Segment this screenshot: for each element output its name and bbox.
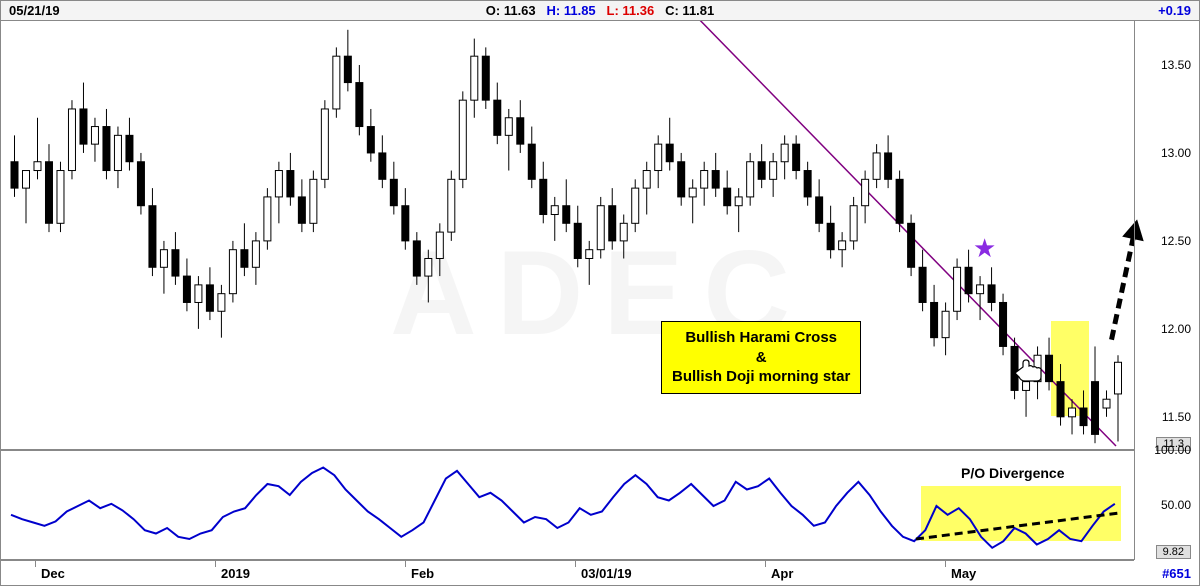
price-tick: 12.00 [1161,322,1191,336]
pattern-annotation: Bullish Harami Cross & Bullish Doji morn… [661,321,861,394]
chart-container: ADEC 05/21/19 O: 11.63 H: 11.85 L: 11.36… [0,0,1200,586]
price-tick: 11.50 [1162,410,1191,424]
ohlc-header: 05/21/19 O: 11.63 H: 11.85 L: 11.36 C: 1… [1,1,1199,21]
price-axis: 13.5013.0012.5012.0011.5011.3 [1134,21,1199,450]
bar-count: #651 [1162,566,1191,581]
price-panel[interactable]: ★ Bullish Harami Cross & Bullish Doji mo… [1,21,1134,450]
po-divergence-label: P/O Divergence [961,465,1065,481]
time-label: Feb [411,566,434,581]
indicator-tick: 100.00 [1154,443,1191,457]
indicator-axis: 100.0050.009.82 [1134,450,1199,560]
time-label: Apr [771,566,793,581]
time-label: Dec [41,566,65,581]
ohlc-values: O: 11.63 H: 11.85 L: 11.36 C: 11.81 [486,3,715,18]
price-tick: 13.50 [1161,58,1191,72]
hand-pointer-icon [1013,357,1047,383]
price-tick: 13.00 [1161,146,1191,160]
indicator-panel[interactable]: P/O Divergence [1,450,1134,560]
time-label: 2019 [221,566,250,581]
indicator-current-marker: 9.82 [1156,545,1191,559]
price-tick: 12.50 [1161,234,1191,248]
star-icon: ★ [973,233,996,264]
header-change: +0.19 [1158,3,1191,18]
price-chart-svg [1,21,1136,452]
time-label: May [951,566,976,581]
indicator-tick: 50.00 [1161,498,1191,512]
time-label: 03/01/19 [581,566,632,581]
header-date: 05/21/19 [9,3,60,18]
time-axis: Dec 2019 Feb 03/01/19 Apr May [1,560,1134,585]
